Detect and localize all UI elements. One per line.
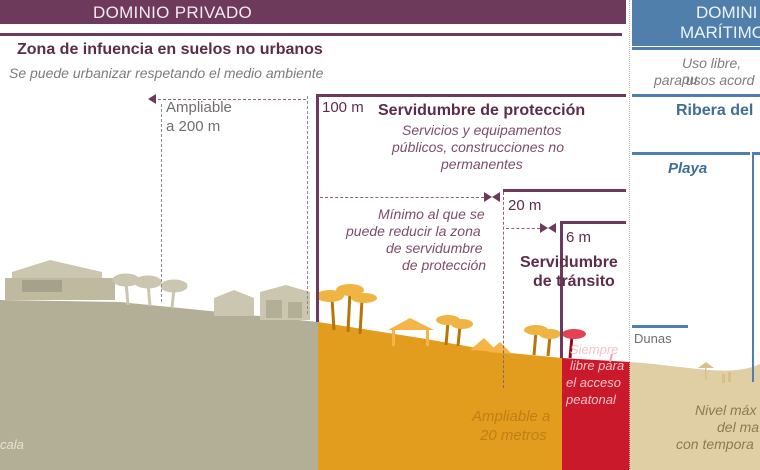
- orange-land: [318, 322, 562, 470]
- public-domain-header: DOMINI MARÍTIMO: [632, 0, 760, 46]
- protection-zone-bar: [316, 94, 626, 97]
- min-label-line2: puede reducir la zona: [346, 223, 481, 239]
- beach-land: [630, 362, 760, 470]
- transit-dashed-line: [506, 228, 540, 229]
- domain-divider: [629, 0, 630, 470]
- protection-zone-edge: [316, 94, 319, 322]
- min-dashed-line: [320, 197, 484, 198]
- min-label-line3: de servidumbre: [386, 240, 483, 256]
- public-use-line2: para usos acord: [654, 72, 755, 88]
- influence-zone-subtitle: Se puede urbanizar respetando el medio a…: [9, 65, 324, 81]
- transit-note-line4: peatonal: [566, 392, 616, 407]
- shore-title: Ribera del: [676, 102, 754, 119]
- influence-zone-title: Zona de infuencia en suelos no urbanos: [17, 41, 323, 58]
- transit-title-line1: Servidumbre: [520, 254, 618, 271]
- beach-label: Playa: [668, 160, 708, 177]
- grey-land: [0, 300, 318, 470]
- min-distance: 20 m: [508, 197, 542, 214]
- min-arrow-right: [484, 192, 492, 202]
- ground-left-label: cala: [0, 437, 24, 452]
- transit-arrow-left: [548, 223, 556, 233]
- min-label-line1: Mínimo al que se: [378, 206, 485, 222]
- protection-desc-line2: públicos, construcciones no: [392, 139, 564, 155]
- public-domain-title-line2: MARÍTIMO: [680, 23, 760, 42]
- min-dashed-vertical: [503, 192, 504, 388]
- extend-label-line2: a 200 m: [166, 118, 221, 135]
- transit-distance: 6 m: [566, 229, 592, 246]
- transit-zone-bar: [560, 221, 626, 224]
- public-use-line1: Uso libre, pu: [682, 55, 742, 87]
- grey-palms: [112, 273, 188, 309]
- beach-edge: [752, 152, 754, 382]
- transit-note-line2: libre para: [570, 358, 625, 373]
- building-silhouettes: [5, 260, 310, 320]
- protection-desc-line1: Servicios y equipamentos: [402, 122, 562, 138]
- min-zone-bar: [503, 189, 626, 192]
- dunes-label: Dunas: [634, 331, 672, 346]
- extend-label-line1: Ampliable: [166, 99, 232, 116]
- dunes-bar: [632, 325, 688, 328]
- private-domain-title: DOMINIO PRIVADO: [93, 3, 253, 22]
- red-land: [562, 358, 630, 470]
- orange-palms: [316, 284, 561, 357]
- public-domain-title-line1: DOMINI: [696, 3, 758, 22]
- transit-zone-edge: [560, 221, 563, 358]
- protection-distance: 100 m: [322, 99, 364, 116]
- red-palms: [562, 329, 613, 363]
- extend-dashed-vertical: [161, 104, 162, 302]
- beach-bar: [632, 152, 750, 155]
- min-arrow-left: [492, 192, 500, 202]
- extend-dashed-line: [158, 99, 306, 100]
- private-domain-header: DOMINIO PRIVADO: [0, 0, 626, 24]
- level-line2: del ma: [717, 419, 760, 435]
- protection-desc-line3: permanentes: [441, 156, 523, 172]
- influence-dashed-vertical: [307, 96, 308, 314]
- transit-note-line1: Siempre: [570, 342, 619, 357]
- extend-arrow-left: [148, 94, 156, 104]
- kiosk: [388, 318, 512, 354]
- influence-zone-bar: [0, 33, 622, 36]
- transit-title-line2: de tránsito: [533, 273, 615, 290]
- shore-bar: [632, 94, 760, 97]
- protection-title: Servidumbre de protección: [378, 102, 586, 119]
- level-line3: con tempora: [676, 436, 754, 452]
- beach-people: [698, 362, 731, 383]
- transit-arrow-right: [540, 223, 548, 233]
- min-label-line4: de protección: [402, 257, 487, 273]
- beach-bar-next: [752, 152, 760, 155]
- protection-extend-line2: 20 metros: [480, 427, 547, 444]
- level-line1: Nivel máx: [695, 402, 757, 418]
- protection-extend-line1: Ampliable a: [472, 408, 551, 425]
- transit-note-line3: el acceso: [566, 375, 621, 390]
- public-use-bar: [632, 47, 760, 50]
